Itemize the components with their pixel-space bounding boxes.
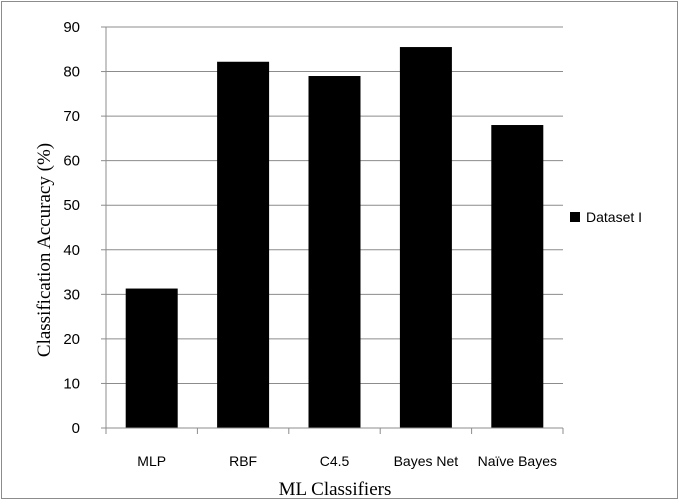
bar-na-ve-bayes [491,125,544,429]
y-tick-label-10: 10 [63,375,80,392]
x-tick-label-bayes-net: Bayes Net [394,453,459,469]
y-tick-label-60: 60 [63,153,80,170]
y-tick-labels: 0 10 20 30 40 50 60 70 80 90 [63,19,80,437]
y-tick-label-80: 80 [63,64,80,81]
axes [101,26,564,434]
x-tick-label-rbf: RBF [229,453,257,469]
x-tick-labels: MLP RBF C4.5 Bayes Net Naïve Bayes [137,453,557,469]
legend-swatch [570,212,580,222]
y-tick-label-50: 50 [63,197,80,214]
legend: Dataset I [570,209,642,225]
legend-label-dataset-i: Dataset I [586,209,642,225]
y-tick-label-30: 30 [63,286,80,303]
bar-rbf [217,61,270,429]
bar-c4-5 [308,76,361,428]
y-tick-label-40: 40 [63,242,80,259]
x-tick-label-c4-5: C4.5 [320,453,350,469]
y-tick-label-20: 20 [63,331,80,348]
y-tick-label-70: 70 [63,108,80,125]
bar-mlp [125,288,178,428]
x-tick-label-na-ve-bayes: Naïve Bayes [478,453,557,469]
y-tick-label-90: 90 [63,19,80,36]
x-axis-title: ML Classifiers [279,479,392,500]
y-axis-title: Classification Accuracy (%) [34,143,55,357]
x-tick-label-mlp: MLP [137,453,166,469]
bar-bayes-net [399,47,452,429]
y-tick-label-0: 0 [72,420,80,437]
bars [125,47,544,429]
